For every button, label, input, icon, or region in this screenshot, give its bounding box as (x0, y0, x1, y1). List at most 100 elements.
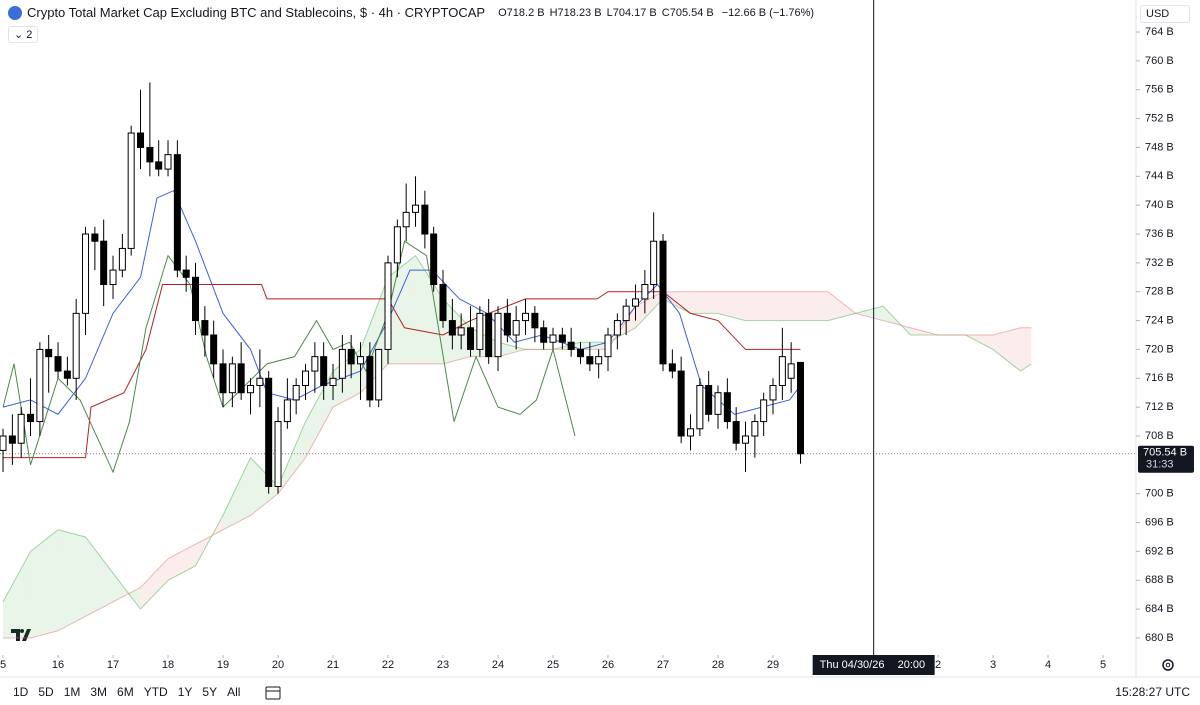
candle-body (82, 233, 90, 314)
candle-body (192, 276, 200, 322)
cloud-segment (223, 457, 251, 530)
timeframe-button[interactable]: 3M (90, 685, 108, 699)
candle-body (63, 370, 71, 379)
candle-body (751, 421, 759, 437)
candle-body (797, 361, 805, 455)
candle-body (274, 421, 282, 487)
cloud-segment (333, 349, 361, 408)
x-tick-label: 5 (0, 659, 6, 671)
candle-body (45, 348, 53, 358)
cloud-segment (3, 551, 31, 638)
candle-body (448, 320, 456, 336)
candle-body (595, 356, 603, 365)
y-tick-label: 692 B (1145, 545, 1174, 557)
ohlc-key: L (606, 6, 613, 19)
timeframe-button[interactable]: All (227, 685, 241, 699)
indicator-line (2, 240, 576, 474)
candle-body (100, 240, 108, 286)
currency: USD (1146, 8, 1170, 20)
y-tick-label: 732 B (1145, 257, 1174, 269)
y-tick-label: 760 B (1145, 55, 1174, 67)
settings-icon[interactable] (1162, 659, 1174, 671)
candle-body (742, 435, 750, 444)
y-tick-label: 712 B (1145, 401, 1174, 413)
candle-body (329, 377, 337, 386)
cloud-segment (690, 291, 719, 314)
x-tick-label: 19 (217, 659, 229, 671)
candle-body (659, 240, 667, 365)
indicator-toggle[interactable]: ⌄ 2 (8, 26, 39, 43)
timeframe-button[interactable]: 1Y (177, 685, 193, 699)
x-tick-label: 29 (767, 659, 779, 671)
candle-body (137, 132, 145, 148)
candle-body (549, 334, 557, 343)
candle-body (421, 204, 429, 235)
timeframe-button[interactable]: 5Y (202, 685, 218, 699)
candle-body (210, 334, 218, 365)
x-tick-label: 21 (327, 659, 339, 671)
cloud-segment (470, 327, 499, 357)
y-tick-label: 748 B (1145, 141, 1174, 153)
candle-body (219, 363, 227, 394)
candle-body (732, 421, 740, 444)
plot-area (0, 82, 1136, 639)
y-tick-label: 764 B (1145, 26, 1174, 38)
crosshair-date: Thu 04/30/26 (820, 659, 885, 671)
cloud-segment (635, 291, 664, 328)
candle-body (237, 363, 245, 394)
cloud-segment (85, 536, 114, 617)
ohlc-key: H (549, 6, 558, 19)
cloud-segment (278, 421, 306, 494)
y-tick-label: 736 B (1145, 228, 1174, 240)
candle-body (723, 392, 731, 423)
timeframe-button[interactable]: 1D (13, 685, 29, 699)
x-tick-label: 18 (162, 659, 174, 671)
cloud-segment (140, 558, 169, 610)
y-tick-label: 696 B (1145, 516, 1174, 528)
candle-body (91, 233, 99, 242)
cloud-segment (745, 291, 774, 321)
timeframe-button[interactable]: 5D (38, 685, 54, 699)
timeframe-button[interactable]: 6M (117, 685, 134, 699)
calendar-icon[interactable] (265, 686, 281, 700)
cloud-segment (360, 277, 389, 393)
candle-body (632, 298, 640, 307)
x-tick-label: 20 (272, 659, 284, 671)
candle-body (714, 392, 722, 415)
cloud-segment (305, 371, 334, 458)
x-tick-label: 25 (547, 659, 559, 671)
candle-body (650, 240, 658, 286)
candle-body (283, 399, 291, 423)
ohlc-value: 705.54 B (669, 6, 714, 19)
candle-body (311, 356, 319, 372)
cloud-segment (773, 291, 801, 321)
candle-body (357, 356, 365, 365)
candle-body (338, 348, 346, 379)
candle-body (366, 356, 374, 401)
candle-body (439, 284, 447, 322)
currency-button[interactable]: USD (1140, 5, 1190, 23)
cloud-segment (168, 544, 196, 581)
timeframe-button[interactable]: YTD (143, 685, 168, 699)
candle-body (164, 154, 172, 170)
symbol-logo (8, 5, 22, 20)
candle-body (467, 327, 475, 350)
candle-body (402, 211, 410, 228)
cloud-segment (1020, 327, 1032, 372)
candle-body (586, 356, 594, 365)
candle-body (577, 348, 585, 358)
candle-body (677, 370, 685, 437)
candle-body (558, 334, 566, 343)
candle-body (457, 327, 465, 336)
candle-body (430, 233, 438, 286)
y-tick-label: 716 B (1145, 372, 1174, 384)
cloud-segment (388, 255, 416, 364)
candle-body (127, 132, 135, 249)
indicator-line (3, 284, 801, 459)
candle-body (384, 262, 392, 350)
candle-body (778, 356, 786, 386)
indicator-count: 2 (26, 29, 33, 41)
timeframe-button[interactable]: 1M (63, 685, 81, 699)
candle-body (687, 428, 695, 437)
timeframe-bar: 1D 5D 1M 3M 6M YTD 1Y 5Y All (8, 685, 245, 699)
